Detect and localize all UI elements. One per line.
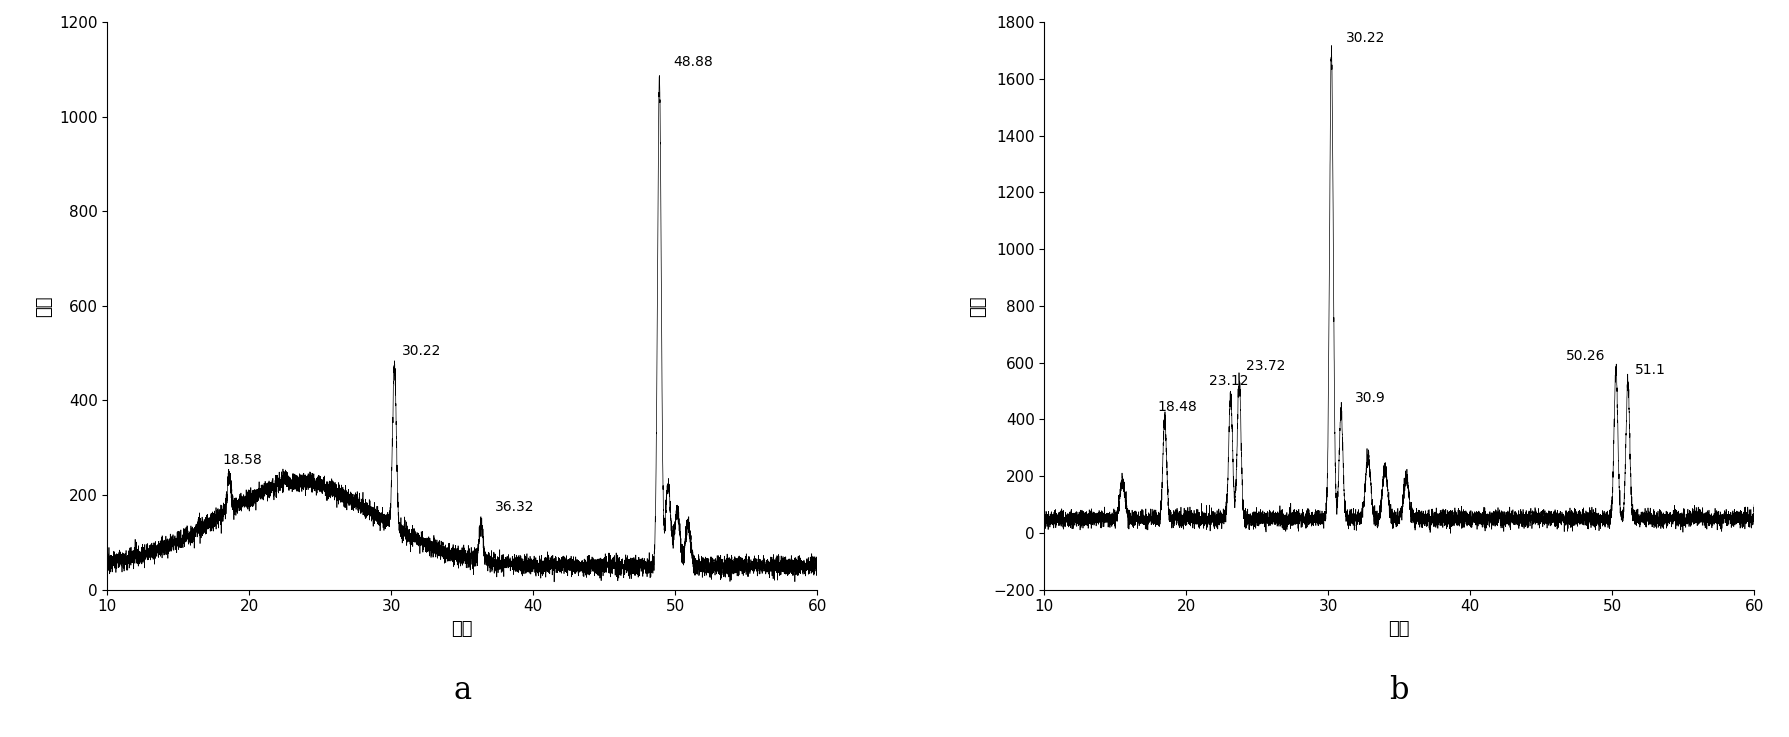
Text: b: b	[1388, 675, 1408, 706]
Y-axis label: 强度: 强度	[36, 295, 54, 317]
Text: 48.88: 48.88	[673, 55, 712, 69]
Text: 30.9: 30.9	[1354, 391, 1385, 405]
Text: 30.22: 30.22	[1345, 31, 1385, 45]
Text: 36.32: 36.32	[496, 500, 535, 514]
Text: 51.1: 51.1	[1633, 363, 1666, 377]
Text: 50.26: 50.26	[1565, 349, 1605, 363]
Text: 18.58: 18.58	[222, 453, 261, 467]
Y-axis label: 强度: 强度	[970, 295, 988, 317]
Text: 30.22: 30.22	[401, 344, 440, 358]
Text: 23.72: 23.72	[1245, 358, 1285, 372]
X-axis label: 角度: 角度	[1388, 620, 1410, 638]
X-axis label: 角度: 角度	[451, 620, 472, 638]
Text: a: a	[453, 675, 471, 706]
Text: 23.12: 23.12	[1209, 374, 1249, 388]
Text: 18.48: 18.48	[1157, 399, 1197, 413]
